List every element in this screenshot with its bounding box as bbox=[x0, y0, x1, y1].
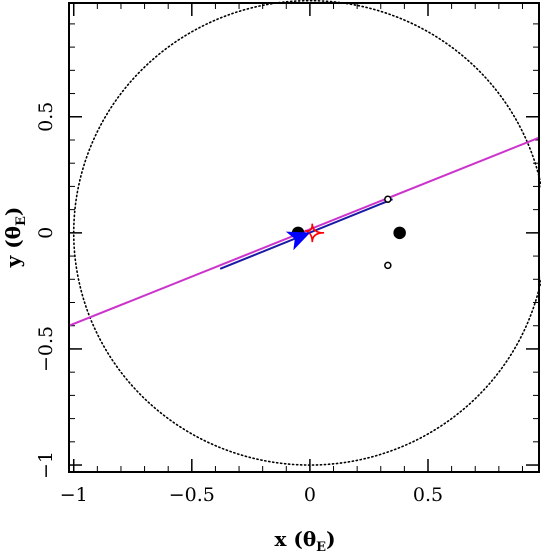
y-tick-label: −0.5 bbox=[35, 326, 57, 372]
caustic-layer bbox=[304, 223, 325, 243]
y-tick-label: 0 bbox=[35, 227, 57, 239]
x-tick-labels: −1 −0.5 0 0.5 bbox=[60, 484, 443, 506]
x-axis-label-sub: E bbox=[316, 540, 326, 555]
image-point bbox=[384, 195, 392, 203]
y-tick-label: −1 bbox=[35, 451, 57, 479]
x-tick-label: 0 bbox=[304, 484, 316, 506]
y-axis-label-theta: θ bbox=[1, 226, 25, 239]
x-tick-label: −0.5 bbox=[169, 484, 215, 506]
y-axis-label: y (θE) bbox=[1, 207, 29, 269]
lens-mass-point bbox=[393, 226, 406, 240]
x-axis-label: x (θE) bbox=[274, 527, 335, 555]
x-axis-label-theta: θ bbox=[303, 527, 316, 551]
source-arrow-head bbox=[285, 231, 311, 251]
y-axis-label-var: y bbox=[1, 254, 25, 268]
image-point bbox=[384, 261, 392, 270]
points-layer bbox=[285, 195, 406, 270]
y-axis-label-sub: E bbox=[14, 216, 29, 226]
y-tick-labels: −1 −0.5 0 0.5 bbox=[35, 102, 57, 479]
plot-frame bbox=[68, 2, 540, 473]
caustic-curve bbox=[304, 223, 325, 243]
y-tick-label: 0.5 bbox=[35, 102, 57, 132]
x-tick-label: −1 bbox=[60, 484, 88, 506]
x-axis-label-var: x bbox=[274, 527, 287, 551]
major-ticks bbox=[69, 3, 539, 472]
source-direction-arrow bbox=[285, 231, 311, 251]
x-tick-label: 0.5 bbox=[413, 484, 443, 506]
